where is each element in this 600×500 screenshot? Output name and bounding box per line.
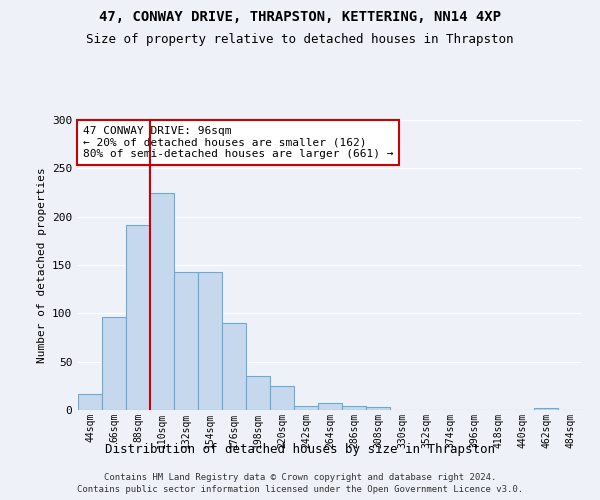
Y-axis label: Number of detached properties: Number of detached properties xyxy=(37,167,47,363)
Bar xyxy=(78,394,102,410)
Bar xyxy=(366,407,390,410)
Bar xyxy=(150,194,174,410)
Text: Contains HM Land Registry data © Crown copyright and database right 2024.: Contains HM Land Registry data © Crown c… xyxy=(104,472,496,482)
Text: 47 CONWAY DRIVE: 96sqm
← 20% of detached houses are smaller (162)
80% of semi-de: 47 CONWAY DRIVE: 96sqm ← 20% of detached… xyxy=(83,126,394,159)
Bar xyxy=(222,323,246,410)
Bar xyxy=(174,272,198,410)
Bar xyxy=(318,403,342,410)
Text: Distribution of detached houses by size in Thrapston: Distribution of detached houses by size … xyxy=(105,442,495,456)
Text: 47, CONWAY DRIVE, THRAPSTON, KETTERING, NN14 4XP: 47, CONWAY DRIVE, THRAPSTON, KETTERING, … xyxy=(99,10,501,24)
Bar xyxy=(102,317,126,410)
Bar xyxy=(342,406,366,410)
Text: Contains public sector information licensed under the Open Government Licence v3: Contains public sector information licen… xyxy=(77,485,523,494)
Bar xyxy=(534,408,558,410)
Bar xyxy=(294,406,318,410)
Bar xyxy=(270,386,294,410)
Bar xyxy=(126,226,150,410)
Bar xyxy=(198,272,222,410)
Bar xyxy=(246,376,270,410)
Text: Size of property relative to detached houses in Thrapston: Size of property relative to detached ho… xyxy=(86,32,514,46)
